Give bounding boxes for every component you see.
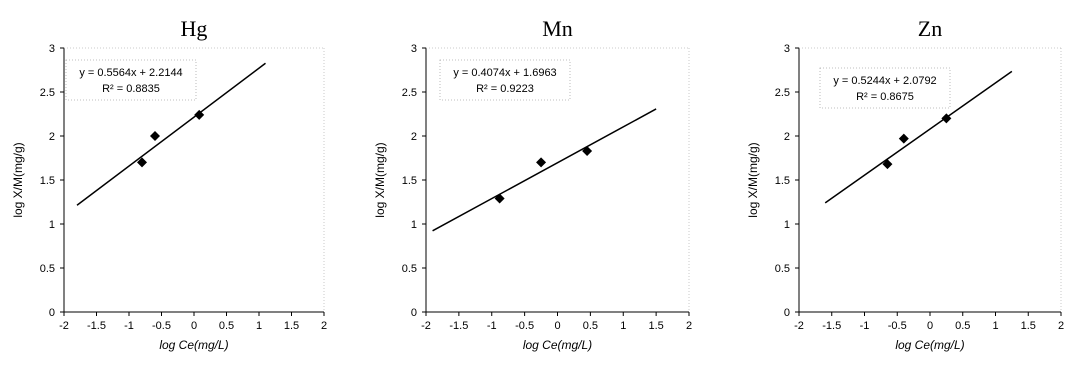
x-axis-label: log Ce(mg/L) — [523, 338, 592, 352]
x-tick-label: -2 — [794, 320, 804, 332]
y-tick-label: 0.5 — [402, 263, 417, 275]
x-tick-label: 2 — [1058, 320, 1064, 332]
y-tick-label: 1.5 — [40, 175, 55, 187]
y-tick-label: 0 — [49, 307, 55, 319]
x-tick-label: 1 — [256, 320, 262, 332]
equation-box — [65, 59, 197, 101]
y-tick-label: 3 — [411, 43, 417, 55]
x-tick-label: 2 — [686, 320, 692, 332]
y-tick-label: 2 — [49, 131, 55, 143]
x-tick-label: -0.5 — [888, 320, 907, 332]
y-tick-label: 1.5 — [402, 175, 417, 187]
r-squared-label: R² = 0.8835 — [102, 83, 160, 95]
x-tick-label: -1.5 — [87, 320, 106, 332]
y-tick-label: 0 — [784, 307, 790, 319]
data-point — [150, 131, 160, 141]
x-tick-label: -1 — [487, 320, 497, 332]
x-tick-label: 0 — [191, 320, 197, 332]
y-tick-label: 2 — [411, 131, 417, 143]
x-tick-label: -1.5 — [822, 320, 841, 332]
x-tick-label: 1 — [992, 320, 998, 332]
x-tick-label: 1.5 — [648, 320, 663, 332]
y-tick-label: 2.5 — [775, 87, 790, 99]
y-tick-label: 1 — [411, 219, 417, 231]
trendline-equation: y = 0.5564x + 2.2144 — [79, 67, 182, 79]
x-tick-label: -2 — [59, 320, 69, 332]
trendline-equation: y = 0.4074x + 1.6963 — [453, 67, 556, 79]
x-tick-label: -1 — [124, 320, 134, 332]
chart-panel-2: Mn -2 -1.5 -1 -0.5 0 0.5 1 1.5 2 0 0.5 1 1.5 2 2.5 3 log … — [373, 16, 692, 352]
x-tick-label: 0 — [927, 320, 933, 332]
x-tick-label: 2 — [321, 320, 327, 332]
data-point — [882, 159, 893, 170]
equation-box — [439, 59, 571, 101]
x-tick-label: 1.5 — [1021, 320, 1036, 332]
trendline — [432, 108, 657, 232]
x-tick-label: 0.5 — [955, 320, 970, 332]
y-tick-label: 3 — [784, 43, 790, 55]
x-tick-label: -0.5 — [152, 320, 171, 332]
y-tick-label: 2.5 — [40, 87, 55, 99]
data-point — [494, 193, 505, 204]
x-tick-label: -2 — [421, 320, 431, 332]
y-tick-label: 0.5 — [775, 263, 790, 275]
y-tick-label: 2.5 — [402, 87, 417, 99]
y-tick-label: 0 — [411, 307, 417, 319]
chart-title: Zn — [918, 16, 942, 41]
data-point — [582, 145, 593, 156]
chart-title: Hg — [181, 16, 208, 41]
x-tick-label: -1 — [860, 320, 870, 332]
trendline — [76, 62, 266, 206]
x-tick-label: 1.5 — [284, 320, 299, 332]
r-squared-label: R² = 0.8675 — [856, 91, 914, 103]
x-tick-label: 0.5 — [219, 320, 234, 332]
y-tick-label: 0.5 — [40, 263, 55, 275]
y-axis-label: log X/M(mg/g) — [746, 142, 760, 217]
trendline — [824, 70, 1013, 204]
data-point — [194, 109, 205, 120]
chart-title: Mn — [542, 16, 573, 41]
data-point — [536, 157, 547, 168]
x-tick-label: -0.5 — [515, 320, 534, 332]
trendline-equation: y = 0.5244x + 2.0792 — [833, 75, 936, 87]
r-squared-label: R² = 0.9223 — [476, 83, 534, 95]
x-axis-label: log Ce(mg/L) — [895, 338, 964, 352]
x-tick-label: -1.5 — [449, 320, 468, 332]
x-axis-label: log Ce(mg/L) — [159, 338, 228, 352]
y-axis-label: log X/M(mg/g) — [11, 142, 25, 217]
x-tick-label: 1 — [620, 320, 626, 332]
y-tick-label: 1 — [49, 219, 55, 231]
y-axis-label: log X/M(mg/g) — [373, 142, 387, 217]
x-tick-label: 0 — [554, 320, 560, 332]
equation-box — [819, 67, 951, 109]
y-tick-label: 2 — [784, 131, 790, 143]
data-point — [941, 113, 952, 124]
chart-panel-3: Zn -2 -1.5 -1 -0.5 0 0.5 1 1.5 2 0 0.5 1 1.5 2 2.5 3 log … — [746, 16, 1064, 352]
y-tick-label: 1 — [784, 219, 790, 231]
chart-panel-1: Hg -2 -1.5 -1 -0.5 0 0.5 1 1.5 2 0 0.5 1 1.5 2 2.5 3 log … — [11, 16, 327, 352]
y-tick-label: 3 — [49, 43, 55, 55]
data-point — [137, 157, 147, 168]
data-point — [898, 133, 909, 144]
y-tick-label: 1.5 — [775, 175, 790, 187]
x-tick-label: 0.5 — [583, 320, 598, 332]
